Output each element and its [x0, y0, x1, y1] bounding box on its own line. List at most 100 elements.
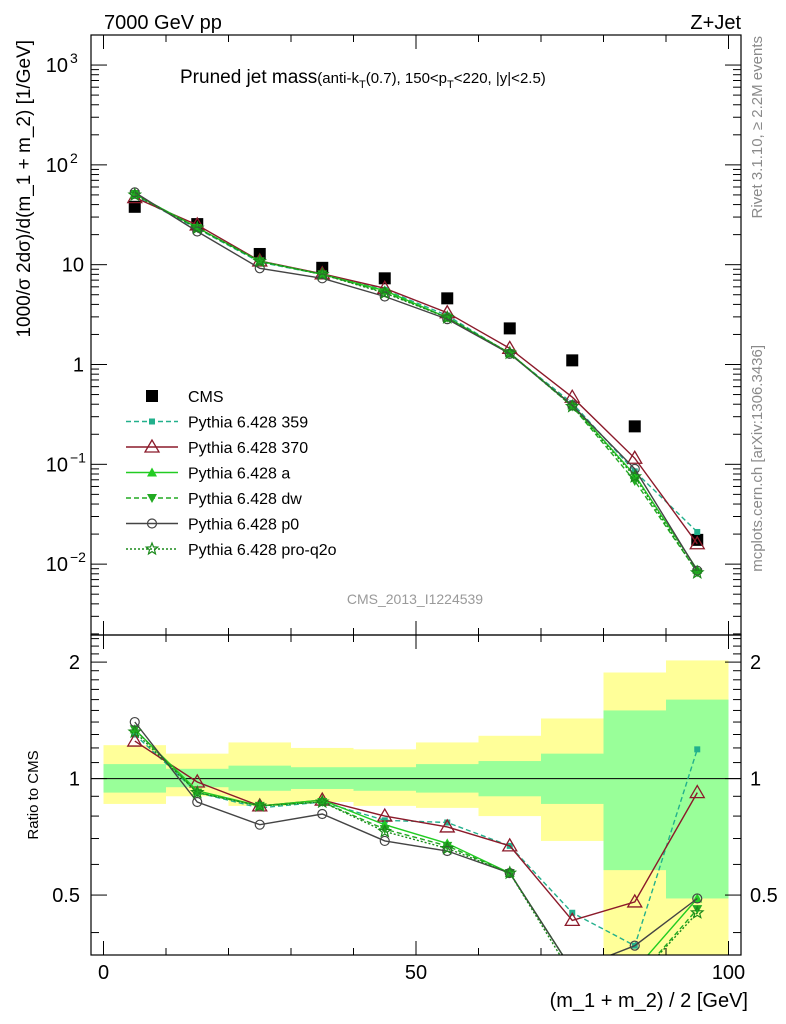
data-point — [379, 835, 390, 847]
data-point — [501, 837, 518, 852]
ratio-y-tick-label: 2 — [69, 652, 80, 674]
y-tick-label: 10 — [46, 155, 68, 177]
data-point — [439, 840, 455, 855]
data-point — [147, 467, 157, 477]
data-point — [630, 965, 640, 974]
data-point — [126, 732, 143, 747]
green-band — [666, 699, 729, 899]
data-point — [689, 565, 705, 579]
data-point — [442, 313, 453, 325]
data-point — [379, 825, 390, 835]
x-axis: 0 50 100 — [98, 35, 745, 984]
data-point — [189, 220, 205, 235]
data-point — [147, 494, 157, 503]
ratio-y-tick-label: 1 — [69, 769, 80, 791]
data-point — [129, 725, 140, 735]
legend-label: Pythia 6.428 370 — [188, 440, 308, 457]
data-point — [629, 463, 640, 474]
x-tick-label: 100 — [712, 962, 745, 984]
series-line — [134, 191, 698, 572]
data-point — [629, 975, 641, 986]
ratio-panel: 0 50 100 0.5 0.5 1 1 2 2 — [52, 35, 778, 986]
ratio-series-pythia-6-428-pro-q2o — [127, 724, 705, 986]
ratio-y-axis: 0.5 0.5 1 1 2 2 — [52, 638, 778, 934]
data-point — [127, 724, 143, 739]
data-point — [149, 418, 155, 425]
legend-label: Pythia 6.428 dw — [188, 491, 302, 508]
ratio-y-label: Ratio to CMS — [25, 750, 42, 839]
ratio-y-tick-label-right: 0.5 — [750, 885, 778, 907]
ratio-y-tick-label-right: 1 — [750, 769, 761, 791]
data-point — [444, 819, 451, 826]
legend-entry: Pythia 6.428 p0 — [126, 517, 299, 534]
data-point — [628, 420, 641, 433]
legend-entry: Pythia 6.428 359 — [126, 415, 308, 432]
data-point — [439, 818, 456, 833]
y-tick-exponent: 2 — [70, 150, 78, 166]
data-point — [626, 893, 643, 908]
legend-label: CMS — [188, 389, 224, 406]
data-point — [692, 893, 703, 904]
data-point — [564, 398, 580, 413]
legend-entry: CMS — [146, 389, 224, 406]
main-title: Pruned jet mass(anti-kT(0.7), 150<pT<220… — [180, 67, 546, 91]
legend-label: Pythia 6.428 a — [188, 466, 290, 483]
data-point — [314, 266, 330, 281]
data-point — [689, 905, 705, 919]
header-right: Z+Jet — [690, 12, 741, 34]
legend-entry: Pythia 6.428 a — [126, 466, 290, 483]
data-point — [192, 226, 203, 237]
data-point — [627, 469, 643, 483]
y-tick-exponent: −1 — [70, 449, 86, 465]
legend-entry: Pythia 6.428 pro-q2o — [126, 541, 337, 559]
data-point — [317, 808, 328, 820]
ratio-series-line — [134, 721, 698, 955]
data-point — [503, 322, 516, 335]
data-point — [442, 845, 453, 857]
data-point — [146, 390, 158, 402]
data-point — [630, 977, 640, 986]
data-point — [439, 309, 455, 324]
mcplots-label: mcplots.cern.ch [arXiv:1306.3436] — [749, 345, 766, 572]
x-tick-label: 50 — [405, 962, 427, 984]
data-point — [144, 541, 160, 556]
data-point — [314, 794, 330, 809]
series-line — [134, 193, 698, 571]
data-point — [127, 187, 143, 202]
data-point — [377, 285, 393, 300]
legend-entry: Pythia 6.428 dw — [126, 491, 302, 508]
y-tick-label: 10 — [62, 255, 84, 277]
data-point — [567, 965, 577, 974]
y-tick-label: 10 — [46, 454, 68, 476]
ratio-y-tick-label-right: 2 — [750, 652, 761, 674]
data-point — [566, 354, 579, 367]
green-band — [603, 710, 666, 871]
data-point — [567, 966, 577, 975]
series-line — [134, 196, 698, 545]
data-point — [143, 438, 161, 453]
header-left: 7000 GeV pp — [104, 12, 222, 34]
legend-label: Pythia 6.428 pro-q2o — [188, 542, 337, 559]
data-point — [254, 819, 265, 830]
data-point — [567, 969, 579, 980]
series-line — [134, 194, 698, 574]
data-point — [692, 905, 703, 915]
legend: CMS Pythia 6.428 359 Pythia 6.428 370 Pythi… — [126, 389, 337, 559]
y-tick-label: 10 — [46, 55, 68, 77]
x-axis-label: (m_1 + m_2) / 2 [GeV] — [550, 990, 748, 1012]
data-point — [252, 253, 268, 268]
data-point — [629, 940, 640, 951]
data-point — [379, 291, 390, 302]
data-point — [441, 292, 454, 305]
y-tick-label: 10 — [46, 554, 68, 576]
ratio-series-pythia-6-428-p0 — [129, 716, 703, 975]
series-pythia-6-428-359 — [131, 192, 701, 535]
data-point — [568, 966, 577, 975]
ratio-series-line — [134, 728, 698, 955]
main-y-label: 1000/σ 2dσ)/d(m_1 + m_2) [1/GeV] — [14, 40, 35, 338]
series-line — [134, 193, 698, 573]
ratio-series-line — [134, 740, 698, 922]
data-point — [694, 746, 701, 753]
